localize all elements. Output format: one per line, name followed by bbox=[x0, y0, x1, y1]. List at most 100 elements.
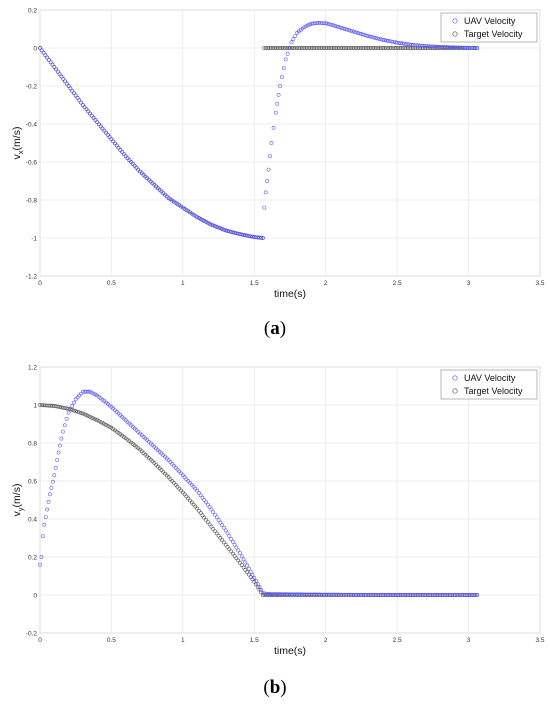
data-point bbox=[61, 76, 66, 81]
data-point bbox=[243, 567, 248, 572]
data-point bbox=[59, 74, 64, 79]
data-point bbox=[57, 405, 62, 409]
data-point bbox=[425, 44, 430, 49]
legend-marker-uav-b bbox=[452, 375, 458, 381]
data-point bbox=[59, 405, 64, 410]
data-point bbox=[86, 389, 91, 394]
panel-caption-a: (a) bbox=[264, 318, 286, 339]
data-point bbox=[52, 404, 57, 408]
data-point bbox=[339, 26, 344, 30]
data-point bbox=[391, 40, 396, 44]
x-tick-label: 1.5 bbox=[250, 637, 259, 644]
data-point bbox=[413, 43, 417, 48]
data-point bbox=[377, 37, 382, 41]
data-point bbox=[271, 125, 276, 130]
data-point bbox=[287, 46, 292, 50]
data-point bbox=[400, 41, 405, 46]
data-point bbox=[311, 21, 316, 26]
data-point bbox=[389, 39, 394, 44]
data-point bbox=[314, 21, 319, 26]
legend-label-uav-a: UAV Velocity bbox=[464, 16, 516, 26]
data-point bbox=[236, 231, 241, 236]
data-point bbox=[247, 572, 251, 577]
data-point bbox=[82, 389, 87, 394]
data-point bbox=[241, 233, 246, 237]
data-point bbox=[47, 403, 51, 408]
data-point bbox=[252, 576, 257, 580]
data-point bbox=[54, 404, 58, 409]
legend-marker-target-a bbox=[452, 31, 458, 37]
data-point bbox=[218, 520, 223, 525]
data-point bbox=[72, 91, 76, 96]
series-a bbox=[38, 21, 480, 240]
data-point bbox=[70, 404, 75, 408]
x-tick-label: 3 bbox=[467, 637, 471, 644]
data-point bbox=[214, 224, 219, 229]
data-point bbox=[195, 215, 200, 220]
data-point bbox=[91, 391, 96, 396]
data-point bbox=[464, 45, 469, 50]
data-point bbox=[264, 591, 269, 596]
data-point bbox=[95, 418, 100, 423]
data-point bbox=[423, 44, 428, 49]
grid-b bbox=[39, 366, 541, 634]
data-point bbox=[222, 227, 226, 232]
y-tick-label: 1.2 bbox=[28, 364, 37, 371]
series-uav-velocity bbox=[38, 389, 480, 597]
x-tick-label: 1 bbox=[181, 280, 185, 287]
data-point bbox=[66, 410, 71, 415]
data-point bbox=[255, 582, 260, 586]
data-point bbox=[455, 45, 460, 50]
data-point bbox=[53, 465, 58, 470]
data-point bbox=[55, 69, 60, 74]
data-point bbox=[473, 46, 478, 50]
data-point bbox=[262, 591, 267, 596]
y-tick-label: -0.8 bbox=[26, 197, 38, 204]
data-point bbox=[395, 40, 400, 45]
data-point bbox=[439, 45, 444, 49]
data-point bbox=[107, 424, 112, 429]
data-point bbox=[355, 31, 360, 35]
data-point bbox=[77, 410, 82, 415]
x-axis-label-b: time(s) bbox=[274, 645, 306, 657]
x-tick-label: 0.5 bbox=[107, 637, 116, 644]
data-point bbox=[276, 92, 281, 97]
data-point bbox=[230, 230, 235, 235]
plot-frame-b bbox=[39, 366, 541, 634]
data-point bbox=[98, 420, 103, 425]
data-point bbox=[239, 554, 244, 559]
data-point bbox=[259, 590, 264, 595]
y-tick-label: 0 bbox=[33, 45, 37, 52]
data-point bbox=[223, 528, 228, 533]
data-point bbox=[211, 526, 216, 531]
data-point bbox=[443, 45, 448, 49]
data-point bbox=[452, 45, 457, 50]
data-point bbox=[229, 229, 233, 234]
plot-frame-a bbox=[39, 9, 541, 277]
data-point bbox=[269, 141, 274, 145]
data-point bbox=[220, 538, 225, 543]
data-point bbox=[461, 45, 466, 50]
x-tick-label: 3.5 bbox=[535, 637, 544, 644]
data-point bbox=[41, 50, 46, 55]
series-b bbox=[38, 389, 480, 597]
data-point bbox=[50, 403, 55, 408]
data-point bbox=[350, 29, 355, 34]
data-point bbox=[243, 233, 248, 238]
data-point bbox=[234, 231, 239, 236]
data-point bbox=[232, 554, 237, 558]
data-point bbox=[64, 417, 69, 421]
data-point bbox=[247, 566, 251, 571]
data-point bbox=[285, 51, 290, 56]
y-axis-label-unit-b: (m/s) bbox=[11, 484, 23, 508]
data-point bbox=[320, 21, 325, 26]
data-point bbox=[436, 44, 441, 49]
data-point bbox=[64, 406, 69, 411]
data-point bbox=[239, 232, 244, 237]
data-point bbox=[39, 555, 44, 559]
data-point bbox=[429, 44, 433, 49]
data-point bbox=[198, 217, 203, 221]
data-point bbox=[259, 588, 264, 592]
data-point bbox=[313, 21, 317, 26]
data-point bbox=[77, 98, 82, 103]
